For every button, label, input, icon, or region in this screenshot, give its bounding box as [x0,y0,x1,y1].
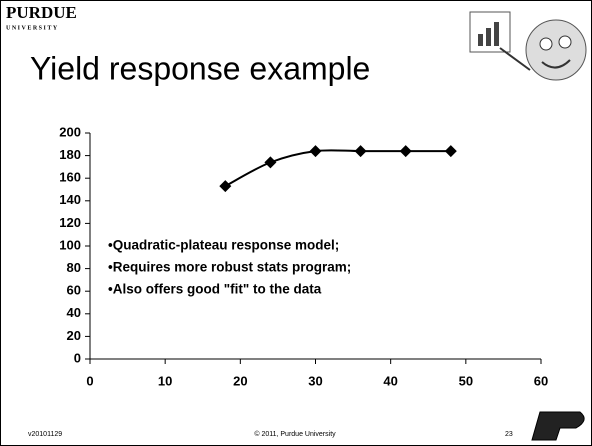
annotation: •Also offers good "fit" to the data [108,282,322,297]
annotation: •Requires more robust stats program; [108,260,351,275]
y-tick-label: 20 [67,328,81,343]
footer-version: v20101129 [28,431,62,438]
y-tick-label: 40 [67,305,81,320]
clip-face [526,20,586,80]
y-tick-label: 60 [67,283,81,298]
x-tick-label: 20 [233,373,247,388]
x-tick-label: 40 [383,373,397,388]
y-tick-label: 120 [59,215,81,230]
x-tick-label: 30 [308,373,322,388]
clip-eye [559,36,571,48]
annotation: •Quadratic-plateau response model; [108,238,339,253]
y-tick-label: 0 [74,350,81,365]
y-tick-label: 180 [59,147,81,162]
slide-title: Yield response example [30,50,370,86]
x-tick-label: 10 [158,373,172,388]
footer-page: 23 [505,431,513,438]
logo-sub: UNIVERSITY [6,25,59,31]
footer-copyright: © 2011, Purdue University [254,430,336,438]
logo: PURDUE [6,3,77,22]
slide: PURDUE UNIVERSITY Yield response example… [0,0,592,446]
clip-bar [494,22,499,46]
y-tick-label: 80 [67,260,81,275]
x-tick-label: 50 [459,373,473,388]
y-tick-label: 200 [59,124,81,139]
clip-bar [486,28,491,46]
y-tick-label: 100 [59,237,81,252]
y-tick-label: 140 [59,192,81,207]
y-tick-label: 160 [59,170,81,185]
clip-bar [478,34,483,46]
x-tick-label: 60 [534,373,548,388]
clip-eye [540,38,552,50]
x-tick-label: 0 [86,373,93,388]
